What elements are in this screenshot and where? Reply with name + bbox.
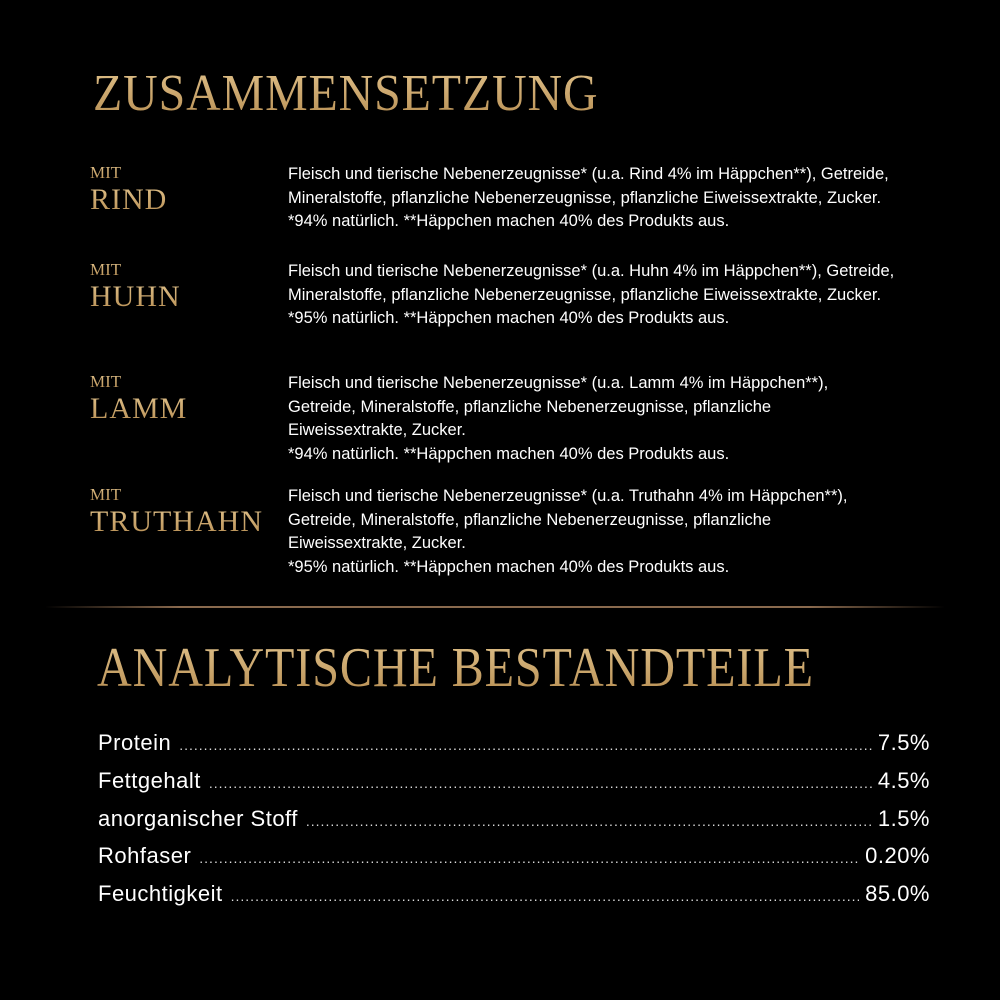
variant-ingredients: Fleisch und tierische Nebenerzeugnisse* …: [288, 372, 968, 466]
variant-name: LAMM: [90, 392, 188, 425]
variant-label: MIT RIND: [90, 163, 167, 217]
ingredient-line: Getreide, Mineralstoffe, pflanzliche Neb…: [288, 510, 772, 529]
variant-prefix: MIT: [90, 260, 181, 280]
nutrient-value: 0.20%: [865, 843, 930, 869]
analysis-row: Feuchtigkeit 85.0%: [98, 881, 930, 919]
variant-ingredients: Fleisch und tierische Nebenerzeugnisse* …: [288, 260, 968, 331]
ingredient-line: *95% natürlich. **Häppchen machen 40% de…: [288, 309, 730, 327]
analysis-table: Protein 7.5%Fettgehalt 4.5%anorganischer…: [98, 730, 930, 919]
dot-leader: [179, 737, 872, 753]
analysis-row: Protein 7.5%: [98, 730, 930, 768]
ingredient-line: *95% natürlich. **Häppchen machen 40% de…: [288, 557, 730, 576]
nutrient-label: Feuchtigkeit: [98, 881, 223, 907]
nutrient-value: 7.5%: [877, 730, 930, 755]
ingredient-line: Fleisch und tierische Nebenerzeugnisse* …: [288, 374, 829, 392]
variant-ingredients: Fleisch und tierische Nebenerzeugnisse* …: [288, 485, 968, 579]
ingredient-line: Eiweissextrakte, Zucker.: [288, 421, 466, 439]
nutrient-label: Fettgehalt: [98, 767, 201, 793]
variant-prefix: MIT: [90, 163, 167, 183]
ingredient-line: Fleisch und tierische Nebenerzeugnisse* …: [288, 487, 848, 505]
dot-leader: [209, 775, 872, 791]
dot-leader: [231, 888, 859, 904]
variant-label: MIT LAMM: [90, 372, 187, 426]
variant-label: MIT HUHN: [90, 260, 181, 314]
variant-label: MIT TRUTHAHN: [90, 485, 263, 539]
ingredient-line: Eiweissextrakte, Zucker.: [288, 534, 466, 552]
analysis-row: Fettgehalt 4.5%: [98, 768, 930, 806]
ingredient-line: Getreide, Mineralstoffe, pflanzliche Neb…: [288, 397, 772, 416]
variant-ingredients: Fleisch und tierische Nebenerzeugnisse* …: [288, 163, 968, 234]
nutrient-value: 1.5%: [877, 805, 930, 831]
dot-leader: [306, 813, 872, 829]
variant-name: TRUTHAHN: [90, 505, 263, 538]
nutrient-label: Rohfaser: [98, 843, 192, 869]
ingredient-line: Mineralstoffe, pflanzliche Nebenerzeugni…: [288, 285, 882, 304]
nutrient-value: 85.0%: [865, 881, 930, 907]
ingredient-line: *94% natürlich. **Häppchen machen 40% de…: [288, 212, 730, 230]
composition-title: ZUSAMMENSETZUNG: [93, 65, 599, 122]
variant-name: HUHN: [90, 280, 181, 313]
nutrient-label: Protein: [98, 730, 172, 755]
variant-prefix: MIT: [90, 485, 263, 505]
analysis-row: Rohfaser 0.20%: [98, 843, 930, 881]
ingredient-line: Fleisch und tierische Nebenerzeugnisse* …: [288, 165, 889, 183]
variant-name: RIND: [90, 183, 168, 216]
ingredient-line: Fleisch und tierische Nebenerzeugnisse* …: [288, 262, 895, 280]
section-divider: [45, 606, 945, 608]
dot-leader: [199, 850, 859, 866]
variant-prefix: MIT: [90, 372, 187, 392]
analysis-title: ANALYTISCHE BESTANDTEILE: [97, 637, 814, 699]
nutrient-label: anorganischer Stoff: [98, 805, 298, 831]
ingredient-line: *94% natürlich. **Häppchen machen 40% de…: [288, 444, 730, 463]
nutrient-value: 4.5%: [877, 767, 930, 793]
ingredient-line: Mineralstoffe, pflanzliche Nebenerzeugni…: [288, 188, 882, 207]
analysis-row: anorganischer Stoff 1.5%: [98, 806, 930, 844]
